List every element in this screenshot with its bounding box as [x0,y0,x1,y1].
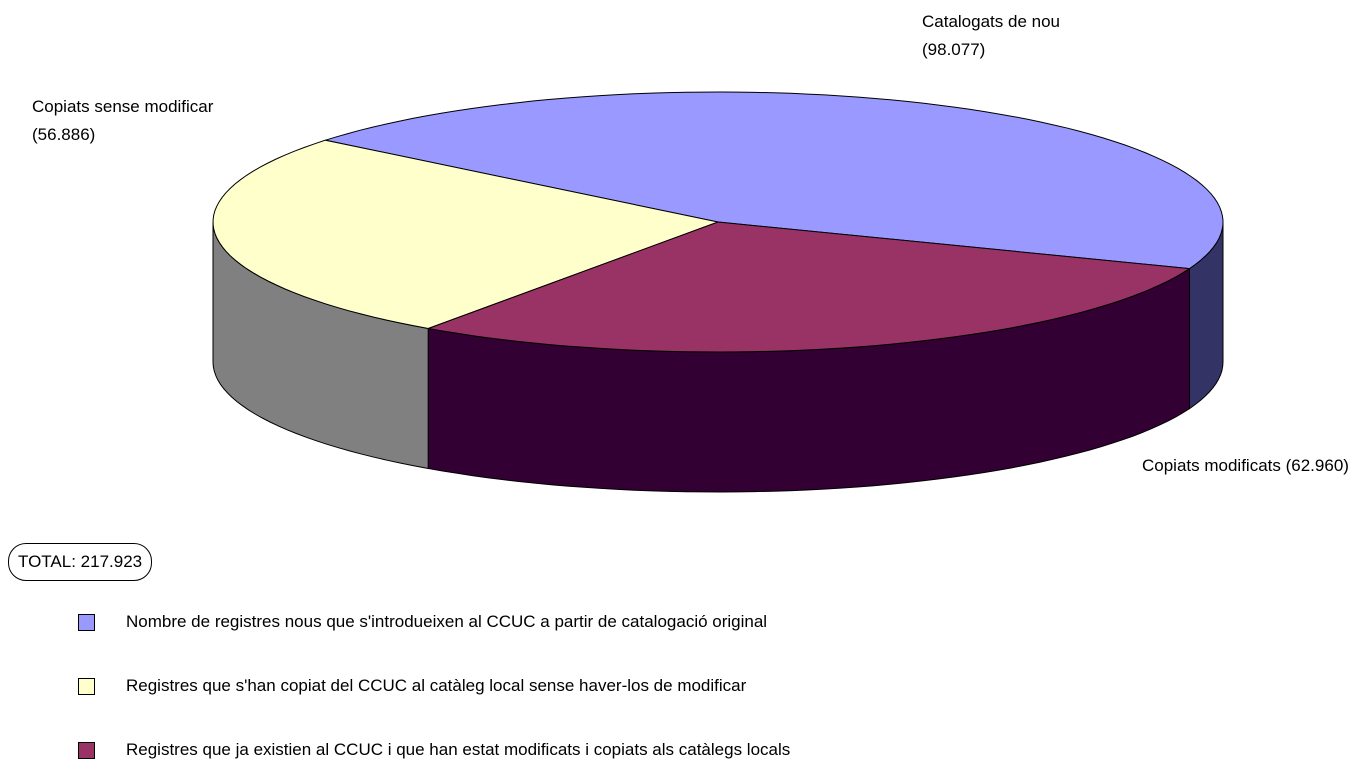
legend-item: Registres que ja existien al CCUC i que … [78,739,790,761]
slice [212,139,720,330]
legend-swatch [78,613,95,631]
legend-swatch [78,741,95,759]
legend-item: Registres que s'han copiat del CCUC al c… [78,675,746,697]
slice [325,91,1224,270]
legend-label: Registres que ja existien al CCUC i que … [126,740,791,759]
data-label: Catalogats de nou (98.077) [922,12,1060,59]
legend-swatch [78,677,95,695]
slice [426,221,1191,353]
data-label: Copiats sense modificar (56.886) [32,97,214,144]
data-label: Copiats modificats (62.960) [1142,456,1349,475]
legend-label: Registres que s'han copiat del CCUC al c… [126,676,747,695]
legend-item: Nombre de registres nous que s'introduei… [78,611,767,633]
total-annotation: TOTAL: 217.923 [8,543,153,581]
legend-label: Nombre de registres nous que s'introduei… [126,612,768,631]
